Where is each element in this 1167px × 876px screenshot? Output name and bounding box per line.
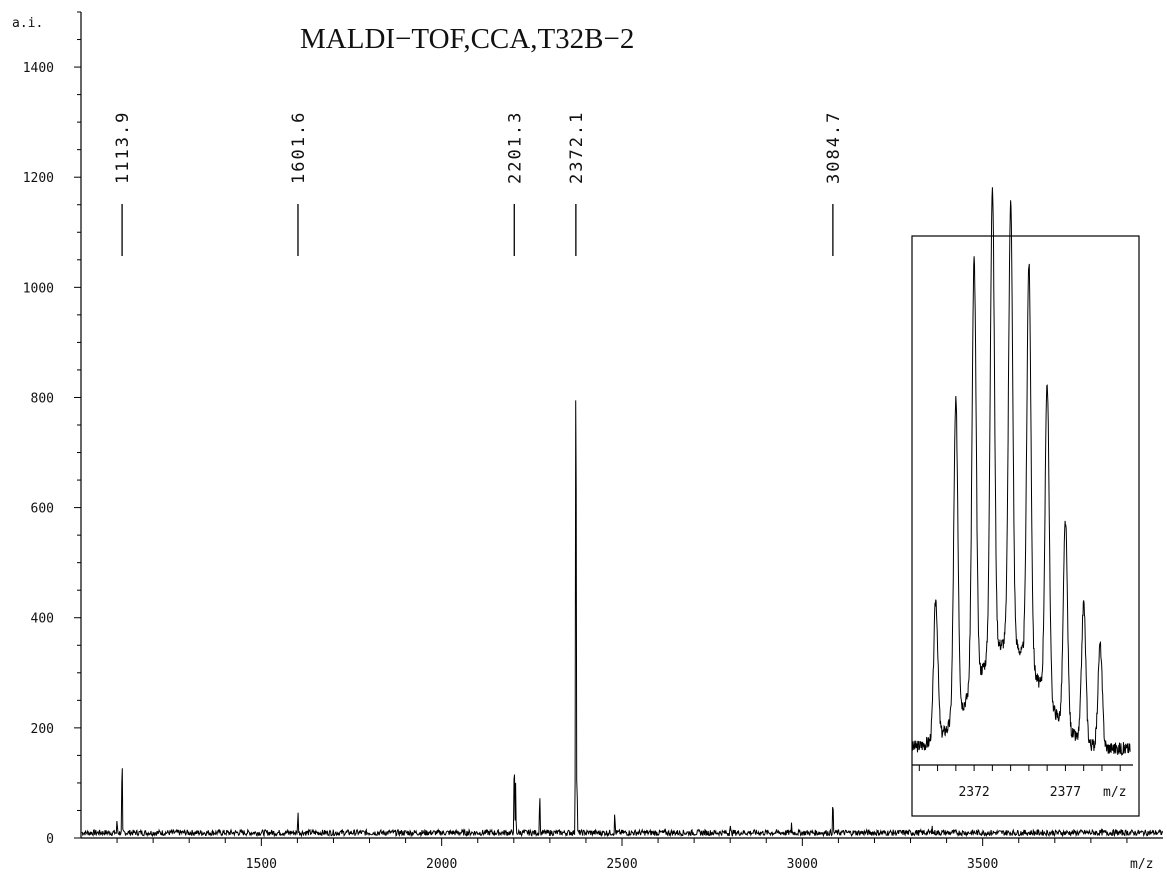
main-ticks: 0 200 400 600 800 1000 1200 1400 1500 2000 2500 300… <box>23 11 1128 872</box>
peak-label: 3084.7 <box>824 111 844 184</box>
x-tick-label: 3500 <box>967 857 998 872</box>
x-axis-label: m/z <box>1130 857 1153 872</box>
peak-labels: 1113.9 1601.6 2201.3 2372.1 3084.7 <box>113 111 844 256</box>
inset-ticks: 2372 2377 <box>918 765 1121 800</box>
y-tick-label: 800 <box>31 391 54 406</box>
spectrum-line <box>81 400 1164 838</box>
x-tick-label: 2500 <box>606 857 637 872</box>
y-tick-label: 200 <box>31 722 54 737</box>
chart-title: MALDI−TOF,CCA,T32B−2 <box>300 23 634 55</box>
y-tick-label: 1000 <box>23 281 54 296</box>
peak-label: 2201.3 <box>505 111 525 184</box>
inset-x-tick-label: 2377 <box>1050 785 1081 800</box>
peak-label: 1113.9 <box>113 111 133 184</box>
inset-zoom-panel: 2372 2377 m/z <box>911 187 1140 817</box>
y-tick-label: 600 <box>31 502 54 517</box>
x-tick-label: 2000 <box>426 857 457 872</box>
x-tick-label: 1500 <box>246 857 277 872</box>
inset-line <box>911 187 1131 757</box>
y-tick-label: 0 <box>46 832 54 847</box>
y-tick-label: 400 <box>31 612 54 627</box>
x-tick-label: 3000 <box>787 857 818 872</box>
spectrum-trace <box>81 400 1164 838</box>
inset-isotope-trace <box>911 187 1131 757</box>
y-tick-label: 1400 <box>23 61 54 76</box>
y-axis-label: a.i. <box>12 16 43 31</box>
peak-label: 1601.6 <box>289 111 309 184</box>
inset-x-axis-label: m/z <box>1103 785 1126 800</box>
y-tick-label: 1200 <box>23 171 54 186</box>
peak-label: 2372.1 <box>567 111 587 184</box>
inset-x-tick-label: 2372 <box>958 785 989 800</box>
